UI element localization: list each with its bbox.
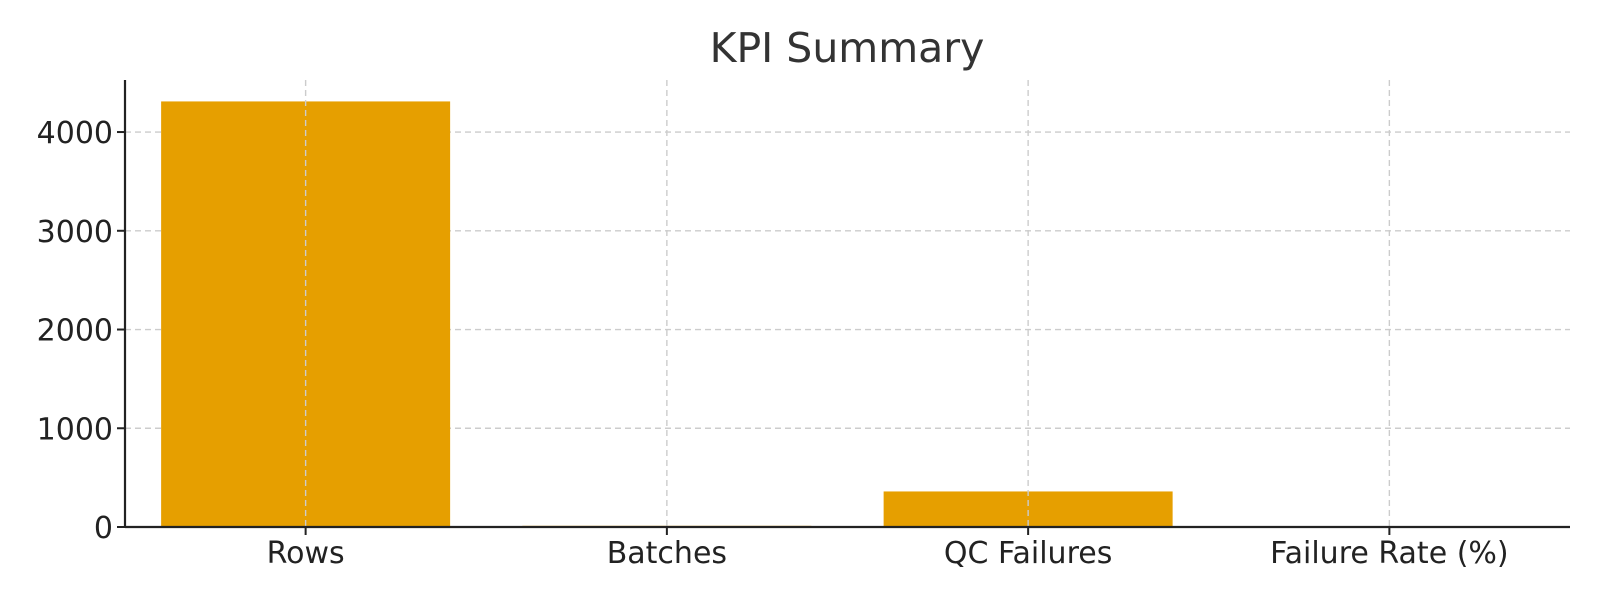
y-axis-ticks: 0 1000 2000 3000 4000 [37,116,125,546]
x-tick-label: QC Failures [944,536,1112,571]
y-tick-label: 2000 [37,314,113,349]
x-tick-label: Rows [267,536,345,571]
x-grid [304,80,1391,527]
chart-title: KPI Summary [710,24,985,72]
x-tick-label: Failure Rate (%) [1270,536,1508,571]
y-tick-label: 3000 [37,215,113,250]
y-tick-label: 4000 [37,116,113,151]
x-axis-ticks: Rows Batches QC Failures Failure Rate (%) [267,527,1509,571]
y-tick-label: 0 [94,511,113,546]
y-tick-label: 1000 [37,412,113,447]
x-tick-label: Batches [607,536,727,571]
bars [161,101,1534,528]
